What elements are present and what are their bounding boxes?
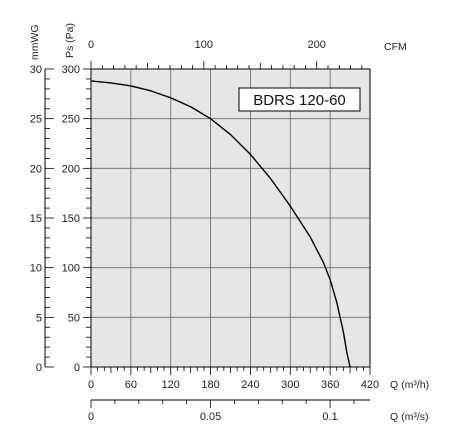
performance-curve — [90, 80, 351, 368]
x-tick-label-m3h: 120 — [162, 379, 180, 391]
x-axis-title-m3s: Q (m³/s) — [390, 411, 429, 423]
x-axis-title-cfm: CFM — [384, 41, 407, 53]
x-tick-label-cfm: 0 — [88, 39, 94, 51]
y-tick-label-mmwg: 20 — [30, 163, 42, 175]
y-tick-label-pa: 0 — [74, 362, 80, 374]
y-tick-label-mmwg: 30 — [30, 64, 42, 76]
x-tick-label-m3h: 60 — [125, 379, 137, 391]
y-tick-label-pa: 200 — [62, 163, 80, 175]
y-axis-title-pa: Ps (Pa) — [64, 23, 76, 58]
model-label-frame — [238, 87, 361, 112]
y-tick-label-pa: 300 — [62, 64, 80, 76]
x-tick-label-m3h: 300 — [281, 379, 299, 391]
model-label: BDRS 120-60 — [253, 92, 346, 109]
y-tick-label-mmwg: 15 — [30, 213, 42, 225]
y-axis-title-mmwg: mmWG — [29, 24, 41, 60]
y-tick-label-pa: 150 — [62, 213, 80, 225]
y-tick-label-pa: 250 — [62, 114, 80, 126]
y-tick-label-mmwg: 5 — [36, 312, 42, 324]
y-tick-label-mmwg: 0 — [36, 362, 42, 374]
x-tick-label-m3h: 360 — [321, 379, 339, 391]
x-tick-label-m3h: 420 — [361, 379, 379, 391]
y-tick-label-pa: 100 — [62, 263, 80, 275]
x-tick-label-m3s: 0.05 — [200, 411, 221, 423]
x-tick-label-m3s: 0 — [88, 411, 94, 423]
model-label-box: BDRS 120-60 — [238, 87, 361, 112]
x-tick-label-cfm: 200 — [308, 39, 326, 51]
x-tick-label-m3h: 180 — [201, 379, 219, 391]
y-tick-label-mmwg: 25 — [30, 114, 42, 126]
x-axis-title-m3h: Q (m³/h) — [390, 379, 429, 391]
x-tick-label-cfm: 100 — [195, 39, 213, 51]
x-tick-label-m3s: 0.1 — [322, 411, 337, 423]
x-tick-label-m3h: 0 — [88, 379, 94, 391]
y-tick-label-pa: 50 — [68, 312, 80, 324]
y-tick-label-mmwg: 10 — [30, 263, 42, 275]
x-tick-label-m3h: 240 — [241, 379, 259, 391]
